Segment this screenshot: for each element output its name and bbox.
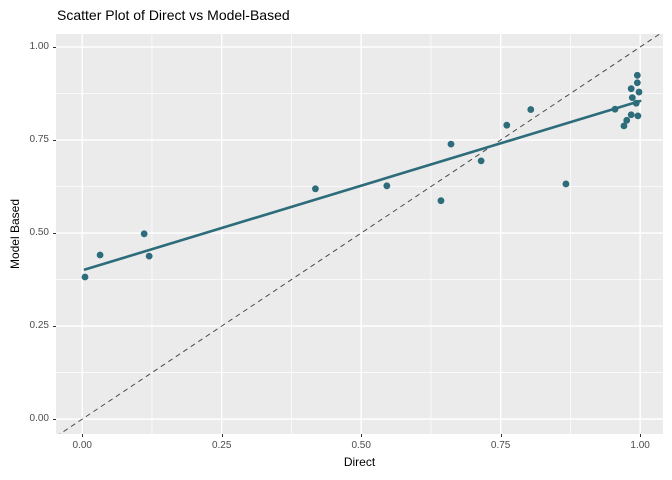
data-point xyxy=(623,116,631,124)
data-point xyxy=(633,79,641,87)
y-axis-tick-label: 0.00 xyxy=(29,413,49,425)
data-point xyxy=(632,99,640,107)
x-axis-tick-mark xyxy=(221,434,223,437)
data-point xyxy=(627,85,635,93)
y-axis-tick-mark xyxy=(53,419,56,421)
x-axis-tick-label: 0.00 xyxy=(72,440,92,451)
data-point xyxy=(383,182,391,190)
data-point xyxy=(562,180,570,188)
x-axis-tick-label: 0.25 xyxy=(211,440,232,451)
x-axis-label: Direct xyxy=(343,455,376,469)
data-point xyxy=(635,88,643,96)
identity-reference-line xyxy=(59,34,661,434)
data-point xyxy=(620,122,628,130)
data-point xyxy=(527,106,535,113)
y-axis-tick-label: 0.50 xyxy=(29,227,49,239)
y-axis-tick-mark xyxy=(53,47,56,49)
data-point xyxy=(437,197,445,205)
data-point xyxy=(477,157,485,165)
fit-line xyxy=(83,99,642,271)
plot-title: Scatter Plot of Direct vs Model-Based xyxy=(57,7,290,23)
data-point xyxy=(81,273,89,281)
data-point xyxy=(633,71,641,79)
data-point xyxy=(503,121,511,129)
y-axis-tick-label: 1.00 xyxy=(29,41,49,53)
data-point xyxy=(634,112,642,120)
x-axis-tick-label: 1.00 xyxy=(630,440,650,451)
data-point xyxy=(628,94,636,102)
data-point xyxy=(627,111,635,119)
y-axis-tick-label: 0.75 xyxy=(29,134,49,146)
data-point xyxy=(611,105,619,113)
x-axis-tick-mark xyxy=(361,434,363,437)
data-point xyxy=(447,140,455,148)
plot-panel xyxy=(56,34,663,434)
y-axis-tick-mark xyxy=(53,233,56,235)
y-axis-tick-mark xyxy=(53,326,56,328)
data-point xyxy=(312,185,319,193)
data-point xyxy=(96,251,104,259)
plot-canvas xyxy=(56,34,663,434)
y-axis-tick-mark xyxy=(53,140,56,142)
x-axis-tick-mark xyxy=(82,434,84,437)
y-axis-tick-label: 0.25 xyxy=(29,320,49,332)
data-point xyxy=(145,252,153,260)
x-axis-tick-label: 0.50 xyxy=(351,440,371,451)
x-axis-tick-mark xyxy=(500,434,502,437)
x-axis-tick-mark xyxy=(640,434,642,437)
x-axis-tick-label: 0.75 xyxy=(490,440,511,451)
data-point xyxy=(140,230,148,238)
